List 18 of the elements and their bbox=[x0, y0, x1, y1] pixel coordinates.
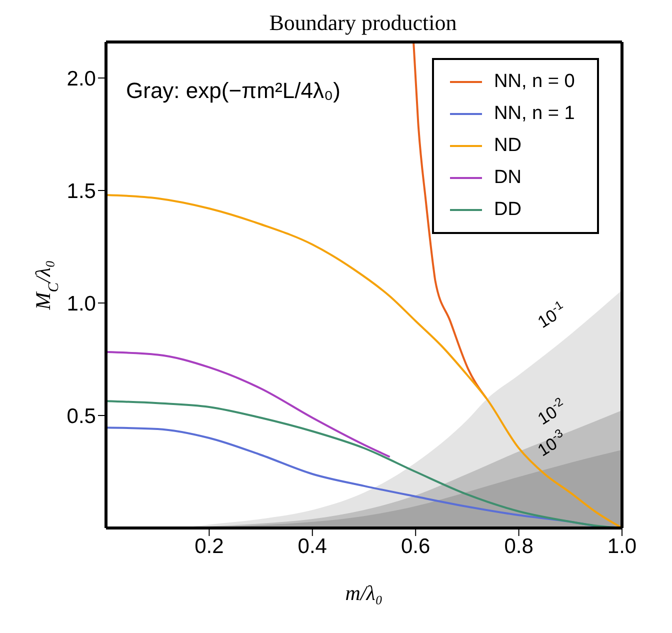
x-tick-label: 0.2 bbox=[194, 534, 224, 558]
line-series bbox=[106, 351, 391, 458]
annotation: Gray: exp(−πm²L/4λ₀) bbox=[126, 78, 340, 104]
x-axis-title: m/λ₀ bbox=[345, 581, 383, 605]
chart-title: Boundary production bbox=[268, 9, 458, 37]
x-tick-label: 1.0 bbox=[607, 534, 637, 558]
y-tick-label: 1.0 bbox=[66, 292, 96, 316]
legend-label: NN, n = 0 bbox=[494, 71, 575, 93]
x-tick-label: 0.8 bbox=[504, 534, 534, 558]
y-tick-label: 2.0 bbox=[66, 67, 96, 90]
legend-label: NN, n = 1 bbox=[494, 103, 575, 125]
x-tick-label: 0.4 bbox=[298, 534, 328, 558]
legend-label: DD bbox=[494, 199, 522, 221]
y-tick-label: 1.5 bbox=[66, 180, 96, 203]
y-tick-label: 0.5 bbox=[66, 404, 96, 428]
legend-label: ND bbox=[494, 135, 522, 157]
legend-label: DN bbox=[494, 167, 522, 189]
x-tick-label: 0.6 bbox=[401, 534, 430, 558]
